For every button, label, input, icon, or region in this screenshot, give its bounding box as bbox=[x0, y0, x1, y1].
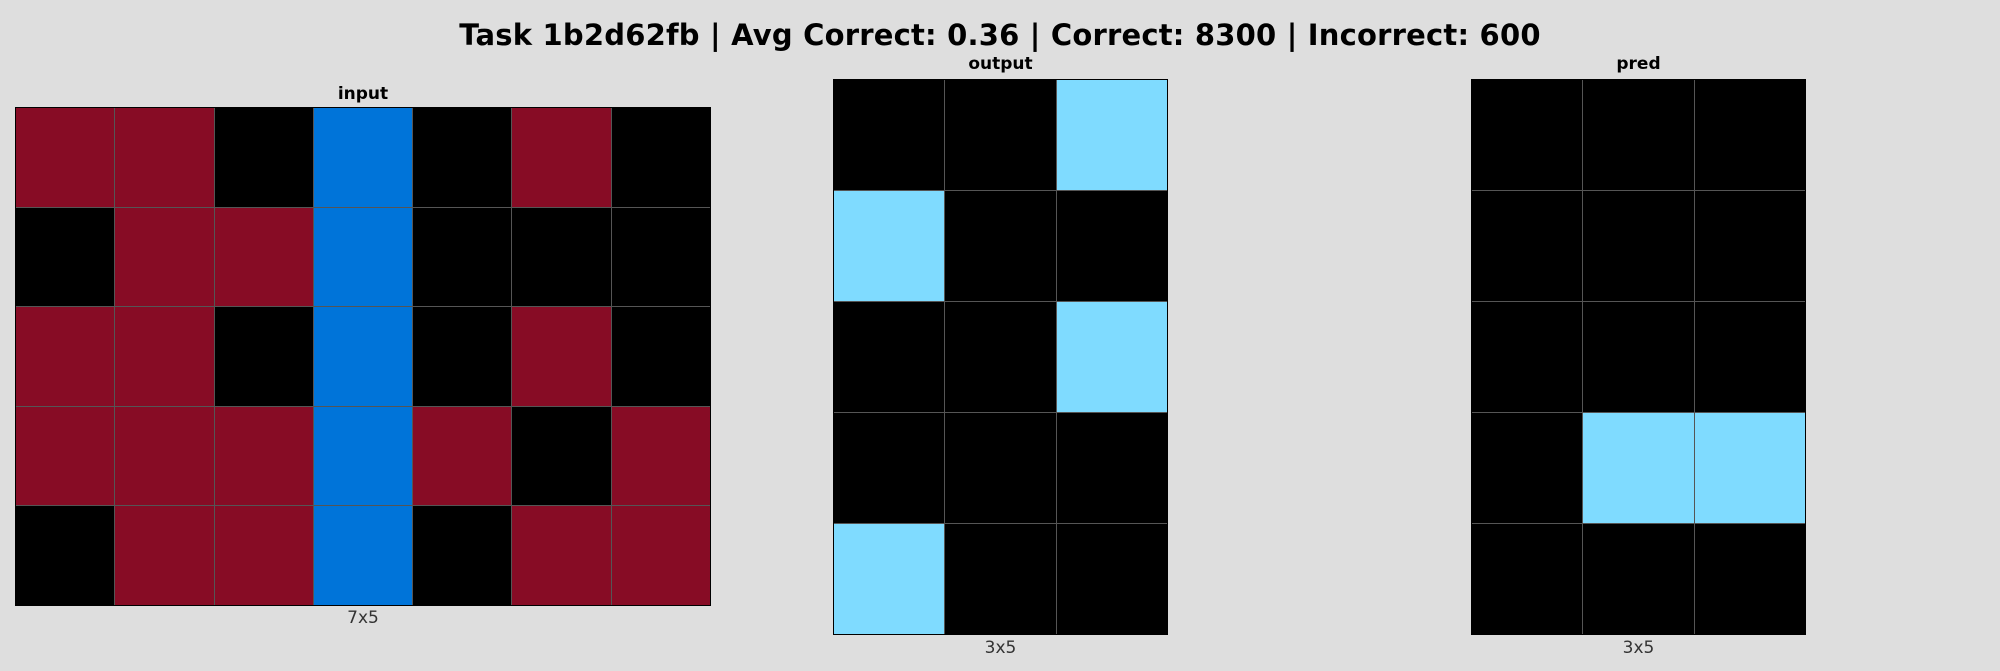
pred-cell-r4-c0 bbox=[1472, 524, 1583, 634]
input-cell-r4-c3 bbox=[313, 506, 413, 605]
input-cell-r2-c4 bbox=[413, 307, 512, 406]
pred-dims-label: 3x5 bbox=[1622, 638, 1655, 658]
input-cell-r1-c0 bbox=[16, 207, 115, 307]
pred-cell-r4-c1 bbox=[1583, 524, 1694, 634]
pred-cell-r2-c1 bbox=[1583, 302, 1694, 412]
input-grid bbox=[15, 107, 711, 606]
pred-cell-r0-c1 bbox=[1583, 80, 1694, 190]
input-cell-r4-c1 bbox=[115, 506, 214, 605]
input-cell-r3-c4 bbox=[413, 406, 512, 506]
input-cell-r0-c0 bbox=[16, 108, 115, 207]
pred-cell-r2-c2 bbox=[1694, 302, 1805, 412]
pred-cell-r4-c2 bbox=[1694, 524, 1805, 634]
pred-cell-r3-c2 bbox=[1694, 413, 1805, 523]
input-cell-r4-c2 bbox=[214, 506, 313, 605]
input-cell-r0-c2 bbox=[214, 108, 313, 207]
input-cell-r1-c3 bbox=[313, 207, 413, 307]
output-cell-r2-c2 bbox=[1056, 302, 1167, 412]
input-cell-r2-c5 bbox=[512, 307, 611, 406]
pred-cell-r3-c0 bbox=[1472, 413, 1583, 523]
input-cell-r1-c5 bbox=[512, 207, 611, 307]
pred-cell-r1-c2 bbox=[1694, 191, 1805, 301]
pred-panel-title: pred bbox=[1616, 54, 1661, 74]
output-cell-r1-c1 bbox=[945, 191, 1056, 301]
pred-cell-r1-c0 bbox=[1472, 191, 1583, 301]
output-grid bbox=[833, 79, 1168, 635]
input-cell-r3-c2 bbox=[214, 406, 313, 506]
input-panel-title: input bbox=[337, 84, 389, 104]
input-cell-r1-c2 bbox=[214, 207, 313, 307]
output-cell-r2-c1 bbox=[945, 302, 1056, 412]
output-cell-r3-c2 bbox=[1056, 413, 1167, 523]
input-cell-r4-c5 bbox=[512, 506, 611, 605]
input-cell-r4-c0 bbox=[16, 506, 115, 605]
input-dims-label: 7x5 bbox=[347, 608, 379, 628]
output-dims-label: 3x5 bbox=[984, 638, 1017, 658]
input-cell-r2-c2 bbox=[214, 307, 313, 406]
output-cell-r1-c2 bbox=[1056, 191, 1167, 301]
input-cell-r4-c4 bbox=[413, 506, 512, 605]
input-cell-r3-c0 bbox=[16, 406, 115, 506]
output-cell-r3-c0 bbox=[834, 413, 945, 523]
output-cell-r4-c1 bbox=[945, 524, 1056, 634]
output-panel-title: output bbox=[968, 54, 1033, 74]
pred-grid bbox=[1471, 79, 1806, 635]
input-cell-r3-c5 bbox=[512, 406, 611, 506]
input-cell-r2-c1 bbox=[115, 307, 214, 406]
pred-cell-r0-c2 bbox=[1694, 80, 1805, 190]
output-cell-r3-c1 bbox=[945, 413, 1056, 523]
pred-cell-r0-c0 bbox=[1472, 80, 1583, 190]
input-cell-r0-c4 bbox=[413, 108, 512, 207]
pred-cell-r2-c0 bbox=[1472, 302, 1583, 412]
input-cell-r2-c3 bbox=[313, 307, 413, 406]
output-cell-r0-c1 bbox=[945, 80, 1056, 190]
input-cell-r0-c6 bbox=[611, 108, 710, 207]
input-cell-r3-c3 bbox=[313, 406, 413, 506]
input-cell-r1-c4 bbox=[413, 207, 512, 307]
input-cell-r4-c6 bbox=[611, 506, 710, 605]
input-cell-r3-c1 bbox=[115, 406, 214, 506]
input-cell-r1-c6 bbox=[611, 207, 710, 307]
input-cell-r0-c5 bbox=[512, 108, 611, 207]
output-cell-r4-c2 bbox=[1056, 524, 1167, 634]
input-cell-r2-c6 bbox=[611, 307, 710, 406]
input-cell-r2-c0 bbox=[16, 307, 115, 406]
output-cell-r2-c0 bbox=[834, 302, 945, 412]
input-cell-r1-c1 bbox=[115, 207, 214, 307]
input-cell-r3-c6 bbox=[611, 406, 710, 506]
output-cell-r0-c0 bbox=[834, 80, 945, 190]
pred-cell-r1-c1 bbox=[1583, 191, 1694, 301]
output-cell-r0-c2 bbox=[1056, 80, 1167, 190]
output-cell-r1-c0 bbox=[834, 191, 945, 301]
input-cell-r0-c1 bbox=[115, 108, 214, 207]
page-title: Task 1b2d62fb | Avg Correct: 0.36 | Corr… bbox=[459, 18, 1541, 52]
output-cell-r4-c0 bbox=[834, 524, 945, 634]
input-cell-r0-c3 bbox=[313, 108, 413, 207]
pred-cell-r3-c1 bbox=[1583, 413, 1694, 523]
